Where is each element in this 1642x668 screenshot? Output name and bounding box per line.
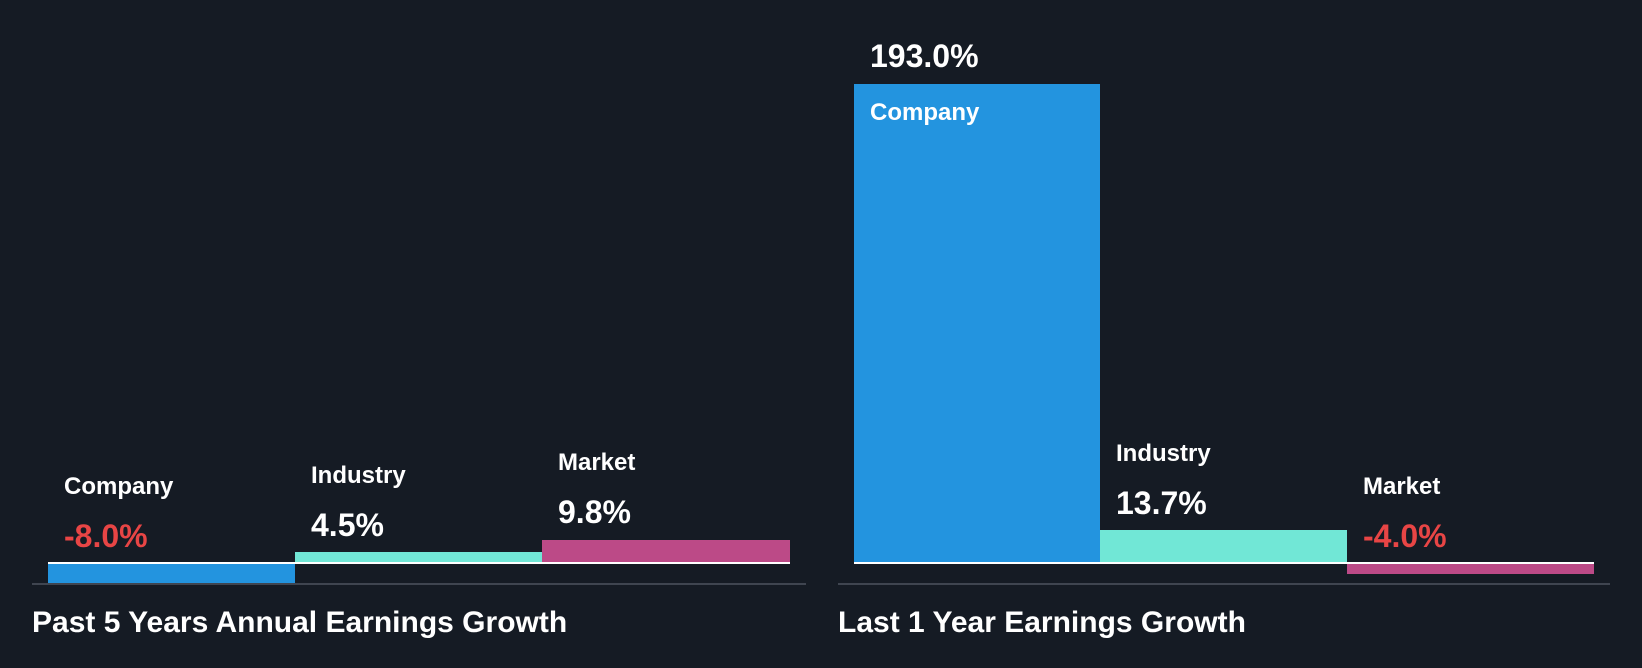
axis-line	[32, 583, 806, 585]
label-industry: Industry	[1116, 440, 1211, 467]
chart-title: Last 1 Year Earnings Growth	[838, 606, 1246, 639]
axis-line	[838, 583, 1610, 585]
label-company: Company	[870, 99, 980, 126]
value-market: 9.8%	[558, 494, 631, 530]
bar-market	[1347, 563, 1594, 574]
value-industry: 13.7%	[1116, 485, 1207, 521]
bar-industry	[295, 552, 542, 563]
bar-industry	[1100, 530, 1347, 563]
zero-baseline	[854, 562, 1594, 564]
bar-market	[542, 540, 790, 563]
zero-baseline	[48, 562, 790, 564]
value-market: -4.0%	[1363, 518, 1447, 554]
past-5-years-chart: Company -8.0% Industry 4.5% Market 9.8% …	[32, 449, 806, 639]
value-industry: 4.5%	[311, 507, 384, 543]
bar-company	[854, 84, 1100, 563]
bar-company	[48, 563, 295, 583]
label-industry: Industry	[311, 462, 406, 489]
label-market: Market	[1363, 473, 1441, 500]
label-company: Company	[64, 473, 174, 500]
value-company: -8.0%	[64, 518, 148, 554]
value-company: 193.0%	[870, 38, 979, 74]
label-market: Market	[558, 449, 636, 476]
chart-title: Past 5 Years Annual Earnings Growth	[32, 606, 568, 639]
